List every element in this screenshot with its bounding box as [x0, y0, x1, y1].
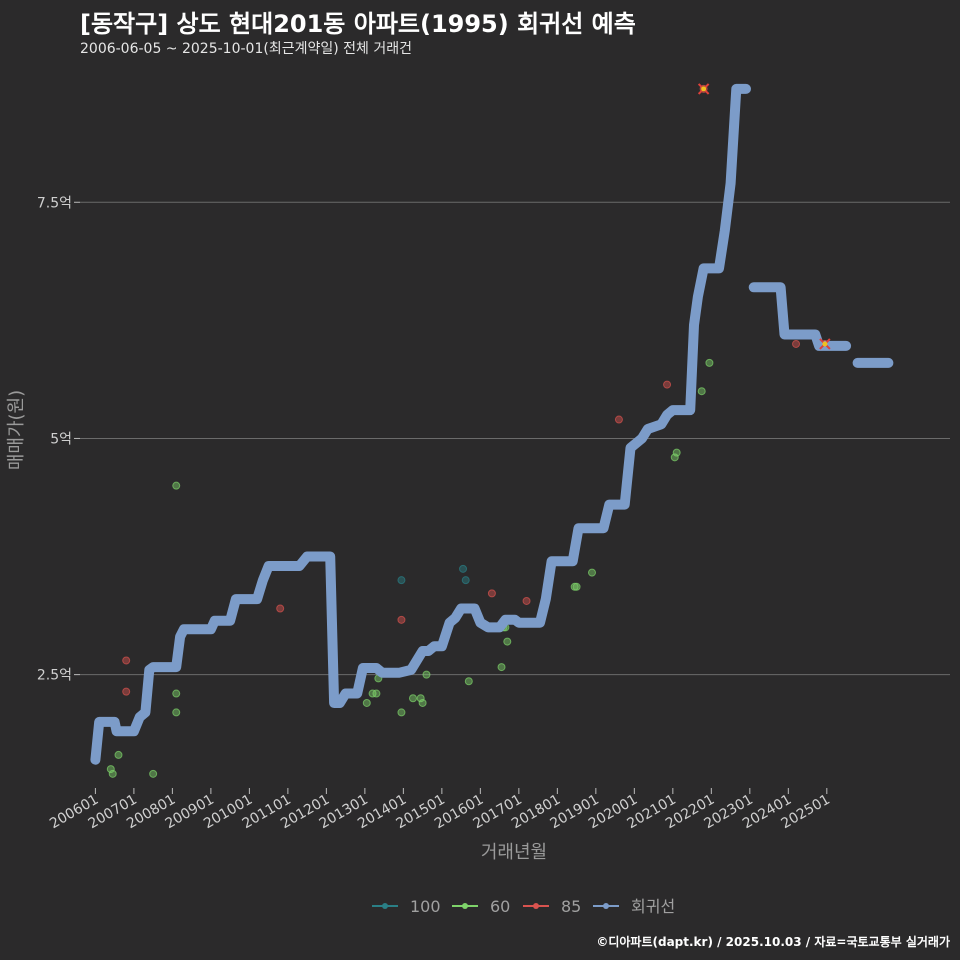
data-point-100 [461, 576, 470, 585]
data-point-60 [416, 694, 425, 703]
chart-title: [동작구] 상도 현대201동 아파트(1995) 회귀선 예측 [80, 10, 636, 38]
data-point-60 [106, 765, 115, 774]
data-point-100 [397, 576, 406, 585]
highlight-marker [697, 83, 710, 95]
chart-subtitle: 2006-06-05 ~ 2025-10-01(최근계약일) 전체 거래건 [80, 41, 412, 57]
y-axis-label: 매매가(원) [6, 390, 27, 470]
data-point-60 [172, 708, 181, 717]
data-point-60 [503, 637, 512, 646]
data-point-60 [172, 481, 181, 490]
data-point-60 [670, 453, 679, 462]
data-point-85 [487, 589, 496, 598]
data-point-60 [497, 663, 506, 672]
legend-item-100: 100 [372, 897, 441, 916]
legend-label: 회귀선 [631, 897, 675, 916]
legend-swatch-dot [533, 903, 539, 909]
y-axis-ticks: 2.5억 5억 7.5억 [37, 195, 80, 684]
data-point-60 [705, 358, 714, 367]
highlight-markers [697, 83, 831, 350]
legend-swatch-dot [603, 903, 609, 909]
source-caption: ©디아파트(dapt.kr) / 2025.10.03 / 자료=국토교통부 실… [596, 935, 950, 949]
data-point-60 [149, 769, 158, 778]
data-point-60 [114, 750, 123, 759]
data-point-60 [408, 694, 417, 703]
data-point-85 [122, 656, 131, 665]
legend-label: 85 [561, 897, 581, 916]
data-point-60 [172, 689, 181, 698]
x-axis-label: 거래년월 [481, 842, 547, 863]
data-point-60 [422, 670, 431, 679]
data-point-85 [792, 339, 801, 348]
legend-item-회귀선: 회귀선 [593, 897, 675, 916]
data-point-60 [572, 582, 581, 591]
data-point-85 [276, 604, 285, 613]
y-tick-label: 7.5억 [37, 195, 72, 211]
data-point-100 [459, 564, 468, 573]
highlight-marker [819, 338, 831, 350]
data-point-60 [672, 448, 681, 457]
highlight-dot [701, 86, 707, 92]
data-point-60 [418, 698, 427, 707]
regression-segment [748, 282, 852, 351]
regression-line [90, 83, 894, 765]
legend-label: 100 [410, 897, 441, 916]
legend-label: 60 [490, 897, 510, 916]
data-point-60 [697, 387, 706, 396]
highlight-dot [822, 341, 828, 347]
data-point-85 [122, 687, 131, 696]
data-point-60 [464, 677, 473, 686]
data-point-60 [362, 698, 371, 707]
y-tick-label: 2.5억 [37, 668, 72, 684]
y-tick-label: 5억 [50, 431, 72, 447]
legend-item-60: 60 [452, 897, 510, 916]
legend-swatch-dot [382, 903, 388, 909]
data-point-85 [397, 615, 406, 624]
data-point-85 [522, 596, 531, 605]
x-axis-ticks: 2006012007012008012009012010012011012012… [47, 788, 833, 832]
data-point-60 [397, 708, 406, 717]
data-point-60 [108, 769, 117, 778]
legend-item-85: 85 [523, 897, 581, 916]
legend: 100 60 85 회귀선 [372, 897, 675, 916]
gridlines [80, 201, 950, 676]
data-point-60 [587, 568, 596, 577]
scatter-points [106, 84, 829, 778]
legend-swatch-dot [462, 903, 468, 909]
data-point-85 [663, 380, 672, 389]
regression-segment [90, 83, 751, 765]
data-point-60 [372, 689, 381, 698]
data-point-85 [614, 415, 623, 424]
